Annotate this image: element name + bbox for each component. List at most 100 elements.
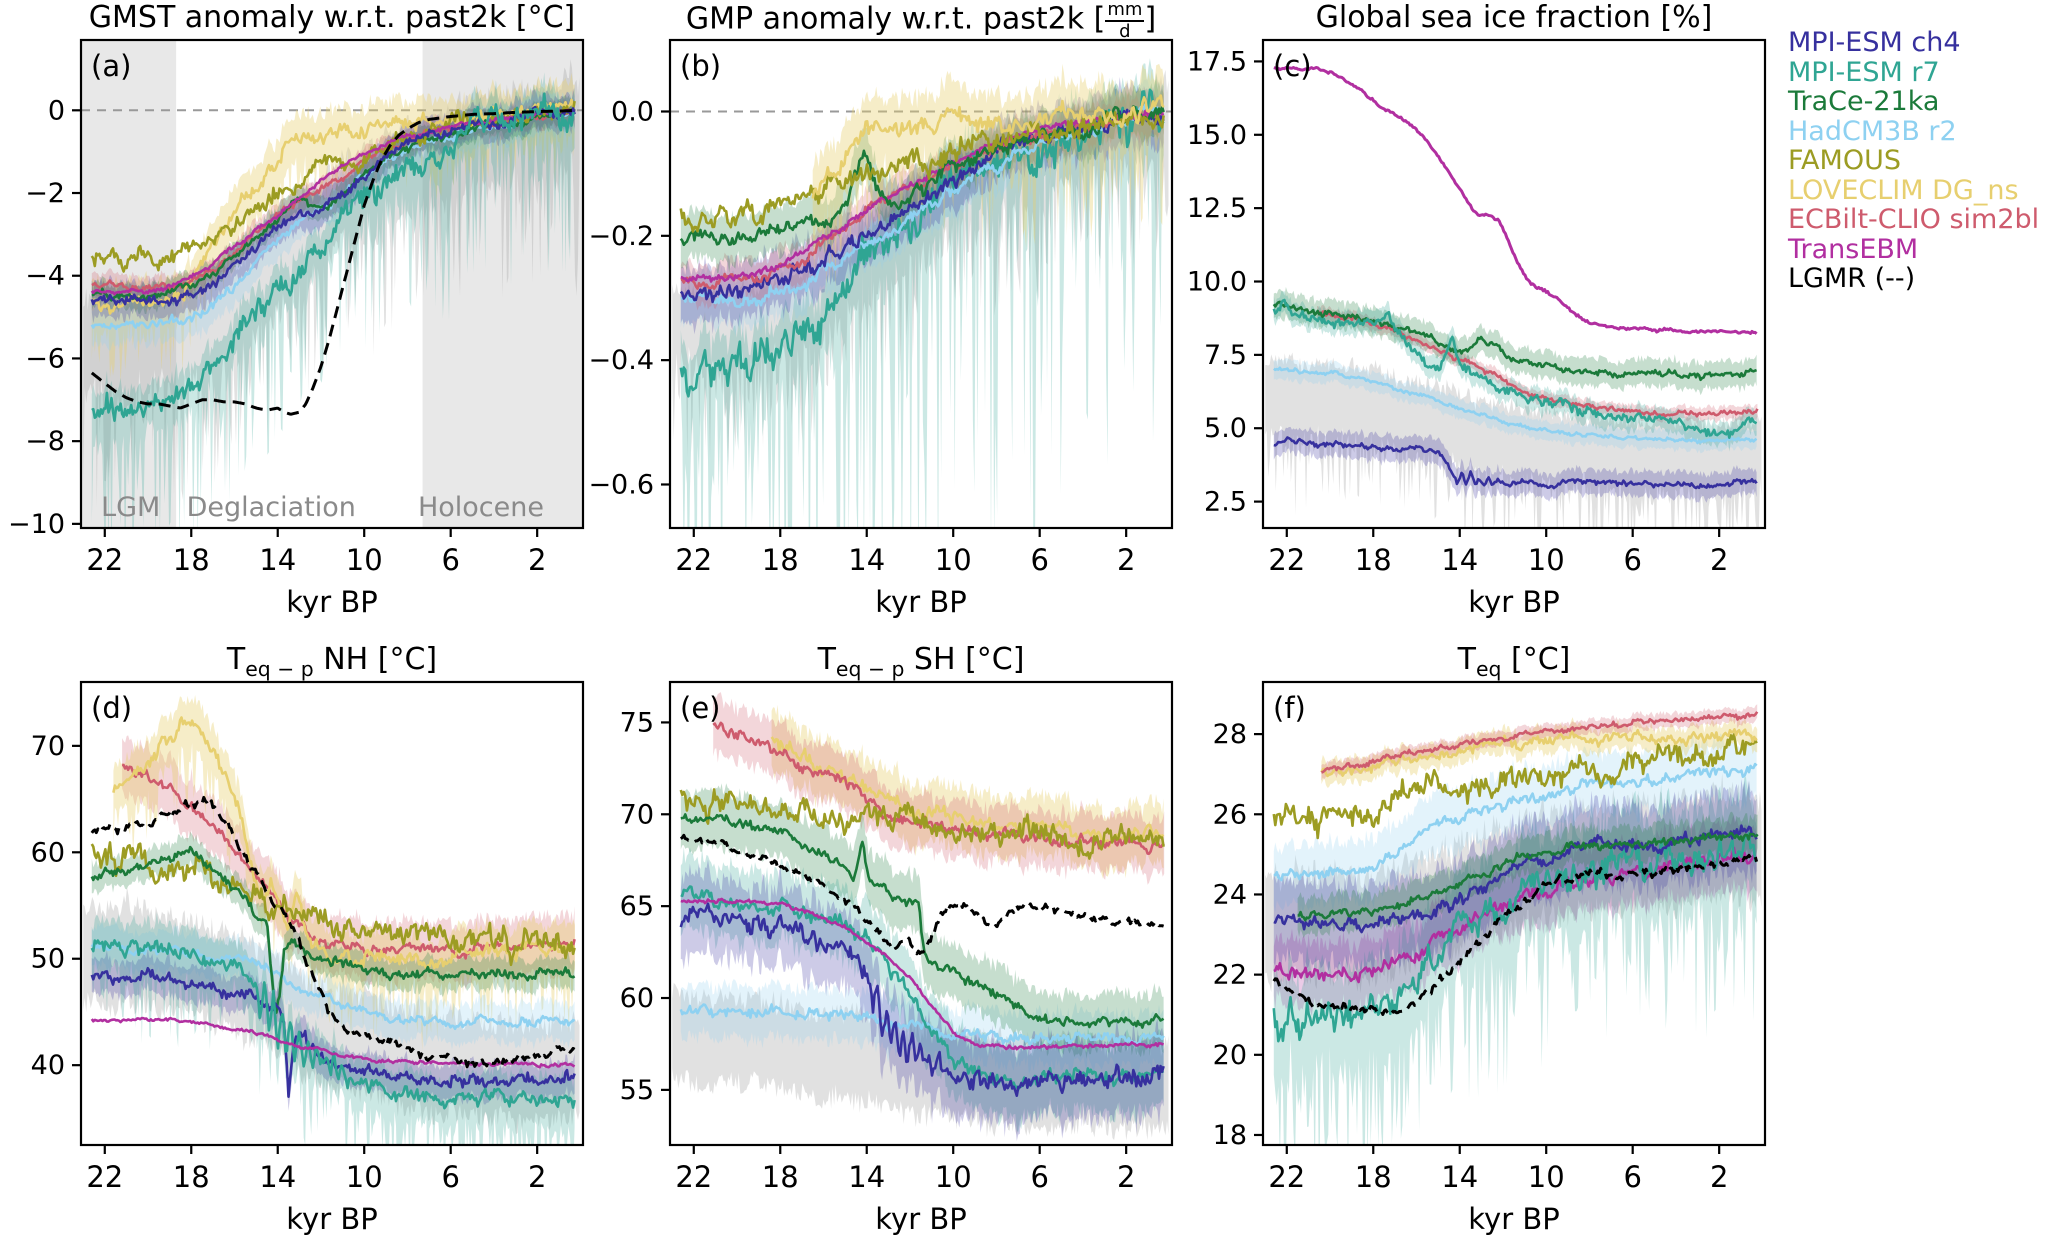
panel-a-letter: (a) (91, 49, 131, 83)
legend-item-loveclim: LOVECLIM DG_ns (1788, 174, 2019, 206)
xtick-label: 10 (346, 1160, 383, 1194)
ytick-label: 24 (1213, 879, 1247, 910)
epoch-label-deglaciation: Deglaciation (187, 492, 356, 523)
ytick-label: 0 (48, 95, 65, 126)
ytick-label: 65 (620, 891, 654, 922)
xtick-label: 6 (441, 543, 459, 577)
ytick-label: 18 (1213, 1120, 1247, 1151)
legend-item-ecbilt: ECBilt-CLIO sim2bl (1788, 204, 2040, 235)
xtick-label: 6 (1623, 543, 1641, 577)
xtick-label: 14 (1441, 1160, 1478, 1194)
legend-item-transebm: TransEBM (1788, 233, 1919, 265)
legend-item-lgmr: LGMR (--) (1788, 263, 1916, 294)
epoch-label-holocene: Holocene (418, 492, 544, 523)
ytick-label: 22 (1213, 960, 1247, 991)
xtick-label: 2 (1710, 1160, 1728, 1194)
x-axis-label: kyr BP (1468, 585, 1559, 619)
xtick-label: 18 (173, 1160, 210, 1194)
xtick-label: 18 (1355, 543, 1392, 577)
panel-e-letter: (e) (680, 691, 720, 725)
ytick-label: 70 (620, 799, 654, 830)
xtick-label: 10 (935, 543, 972, 577)
xtick-label: 10 (1528, 1160, 1565, 1194)
ytick-label: 10.0 (1187, 267, 1247, 298)
panel-d-plot: (d) 70 60 50 40 22 18 14 10 6 2 kyr BP (31, 680, 585, 1235)
legend-item-trace: TraCe-21ka (1788, 86, 1940, 117)
xtick-label: 22 (1268, 543, 1305, 577)
ytick-label: 20 (1213, 1040, 1247, 1071)
legend: MPI-ESM ch4 MPI-ESM r7 TraCe-21ka HadCM3B r… (1788, 28, 2039, 294)
x-axis-label: kyr BP (875, 1202, 966, 1235)
xtick-label: 18 (173, 543, 210, 577)
x-axis-label: kyr BP (286, 585, 377, 619)
xtick-label: 2 (1117, 1160, 1135, 1194)
panel-c-plot: (c) 17.5 15.0 12.5 10.0 7.5 5.0 2.5 22 18 14 10 6 2 ky… (1187, 38, 1767, 619)
ytick-label: 75 (620, 707, 654, 738)
xtick-label: 14 (848, 1160, 885, 1194)
xtick-label: 10 (1528, 543, 1565, 577)
panel-f-title: Teq [°C] (1457, 642, 1571, 681)
xtick-label: 6 (1030, 543, 1048, 577)
xtick-label: 14 (259, 1160, 296, 1194)
ytick-label: −0.2 (588, 221, 654, 252)
panel-a-title: GMST anomaly w.r.t. past2k [°C] (88, 0, 576, 35)
xtick-label: 2 (528, 543, 546, 577)
xtick-label: 22 (675, 1160, 712, 1194)
ytick-label: −10 (8, 509, 65, 540)
ytick-label: 0.0 (611, 96, 654, 127)
panel-f-letter: (f) (1273, 691, 1306, 725)
ytick-label: 40 (31, 1050, 65, 1081)
ytick-label: 17.5 (1187, 46, 1247, 77)
ytick-label: 2.5 (1204, 487, 1247, 518)
xtick-label: 18 (1355, 1160, 1392, 1194)
legend-item-mpi_r7: MPI-ESM r7 (1788, 56, 1940, 88)
panel-e-title: Teq − p SH [°C] (817, 642, 1025, 681)
panel-c-title: Global sea ice fraction [%] (1315, 0, 1713, 35)
x-axis-label: kyr BP (286, 1202, 377, 1235)
xtick-label: 22 (675, 543, 712, 577)
ytick-label: −8 (25, 426, 65, 457)
legend-item-mpi_ch4: MPI-ESM ch4 (1788, 27, 1961, 58)
panel-b-plot: (b) 0.0 −0.2 −0.4 −0.6 22 18 14 10 6 2 kyr BP (588, 38, 1174, 619)
ytick-label: −4 (25, 261, 65, 292)
xtick-label: 2 (1117, 543, 1135, 577)
panel-e-plot: (e) 75 70 65 60 55 22 18 14 10 6 2 kyr BP (620, 680, 1174, 1235)
ytick-label: 70 (31, 731, 65, 762)
panel-a-plot: LGM Deglaciation Holocene(a)0−2−4−6−8−1022… (8, 38, 585, 619)
xtick-label: 14 (848, 543, 885, 577)
ytick-label: −6 (25, 343, 65, 374)
xtick-label: 6 (1623, 1160, 1641, 1194)
ytick-label: 15.0 (1187, 120, 1247, 151)
legend-item-famous: FAMOUS (1788, 145, 1901, 176)
xtick-label: 22 (1268, 1160, 1305, 1194)
ytick-label: 5.0 (1204, 413, 1247, 444)
xtick-label: 18 (762, 1160, 799, 1194)
epoch-label-lgm: LGM (101, 492, 160, 523)
ytick-label: −2 (25, 178, 65, 209)
ytick-label: 12.5 (1187, 193, 1247, 224)
legend-item-hadcm3b: HadCM3B r2 (1788, 115, 1957, 147)
panel-d-letter: (d) (91, 691, 132, 725)
xtick-label: 6 (441, 1160, 459, 1194)
ytick-label: 28 (1213, 719, 1247, 750)
x-axis-label: kyr BP (875, 585, 966, 619)
ytick-label: −0.6 (588, 469, 654, 500)
panel-f-plot: (f) 28 26 24 22 20 18 22 18 14 10 6 2 kyr BP (1213, 680, 1767, 1235)
xtick-label: 10 (346, 543, 383, 577)
ytick-label: 50 (31, 944, 65, 975)
xtick-label: 2 (528, 1160, 546, 1194)
panel-c-letter: (c) (1273, 49, 1312, 83)
ytick-label: 7.5 (1204, 340, 1247, 371)
panel-b-letter: (b) (680, 49, 721, 83)
xtick-label: 18 (762, 543, 799, 577)
xtick-label: 10 (935, 1160, 972, 1194)
xtick-label: 2 (1710, 543, 1728, 577)
xtick-label: 14 (259, 543, 296, 577)
xtick-label: 22 (86, 543, 123, 577)
ytick-label: −0.4 (588, 345, 654, 376)
ytick-label: 55 (620, 1075, 654, 1106)
xtick-label: 14 (1441, 543, 1478, 577)
ytick-label: 60 (620, 983, 654, 1014)
panel-b-title: GMP anomaly w.r.t. past2k [mm d] (685, 0, 1157, 42)
